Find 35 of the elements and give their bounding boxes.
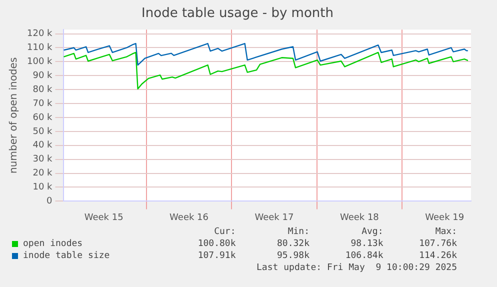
x-tick-label: Week 19 xyxy=(425,212,464,223)
y-tick-label: 0 xyxy=(46,196,53,207)
text: 80.32k xyxy=(276,238,310,250)
y-axis-title: number of open inodes xyxy=(8,57,20,174)
y-tick-label: 110 k xyxy=(26,43,54,54)
y-tick-label: 30 k xyxy=(32,154,54,165)
text: 107.91k xyxy=(196,250,236,262)
x-tick-label: Week 16 xyxy=(170,212,209,223)
x-tick-label: Week 17 xyxy=(254,212,294,223)
text: 106.84k xyxy=(344,250,384,262)
y-tick-label: 120 k xyxy=(26,29,54,40)
x-tick-label: Week 15 xyxy=(84,212,124,223)
text: 100.80k xyxy=(196,238,236,250)
y-tick-label: 70 k xyxy=(32,98,54,109)
text: 95.98k xyxy=(276,250,310,262)
y-tick-label: 40 k xyxy=(32,140,54,151)
text: Min: xyxy=(286,226,310,238)
legend-label: inode table size xyxy=(23,250,110,262)
legend-label: open inodes xyxy=(23,238,83,250)
text: Last update: Fri May 9 10:00:29 2025 xyxy=(256,262,457,274)
text: Avg: xyxy=(360,226,384,238)
y-tick-label: 10 k xyxy=(32,182,54,193)
text: 114.26k xyxy=(418,250,457,262)
text: 107.76k xyxy=(418,238,457,250)
y-tick-label: 50 k xyxy=(32,126,54,137)
y-tick-label: 60 k xyxy=(32,112,54,123)
y-tick-label: 100 k xyxy=(26,57,54,68)
text: Cur: xyxy=(213,226,236,238)
chart-title: Inode table usage - by month xyxy=(142,6,334,22)
y-tick-label: 90 k xyxy=(32,70,54,81)
y-tick-label: 20 k xyxy=(32,168,54,179)
x-tick-label: Week 18 xyxy=(340,212,380,223)
text: 98.13k xyxy=(350,238,384,250)
y-tick-label: 80 k xyxy=(32,84,54,95)
text: Max: xyxy=(434,226,457,238)
